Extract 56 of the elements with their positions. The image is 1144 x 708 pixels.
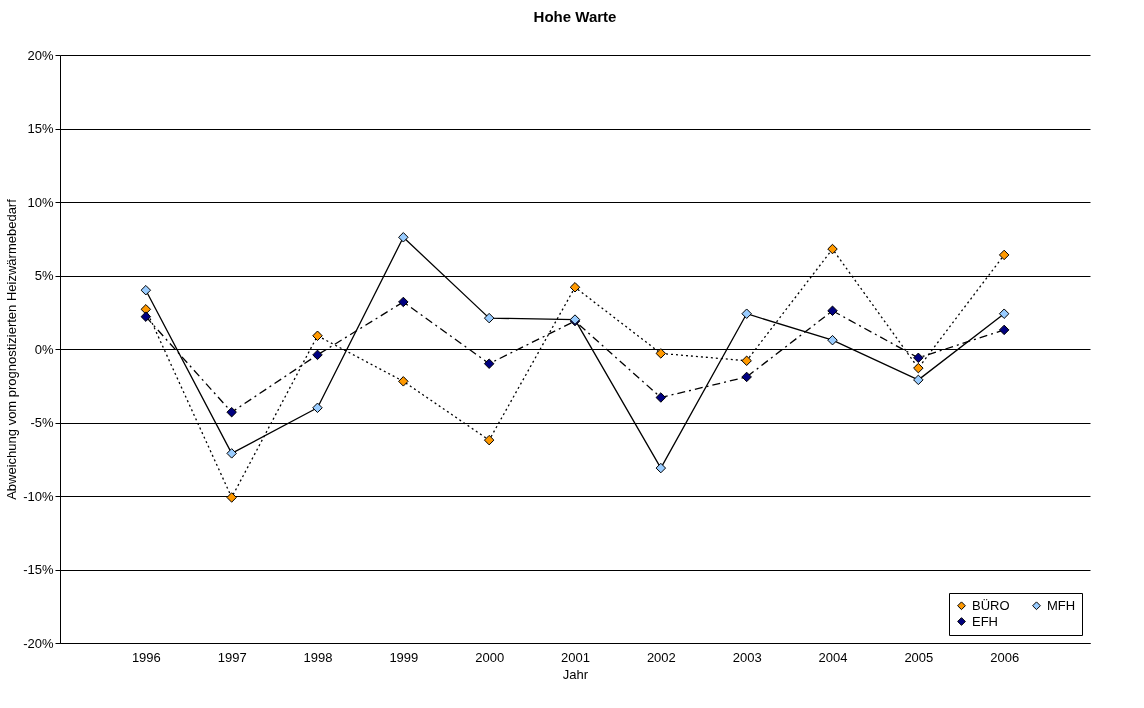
point: [913, 352, 924, 364]
point: [569, 282, 581, 293]
y-tick-label: -20%: [23, 635, 54, 651]
point: [398, 232, 409, 243]
point: [827, 243, 838, 255]
x-axis-title: Jahr: [562, 666, 589, 682]
point: [483, 312, 495, 324]
y-tick-label: -15%: [23, 562, 54, 577]
y-tick-label: 5%: [34, 268, 54, 283]
point: [655, 348, 667, 359]
point: [827, 334, 838, 346]
point: [483, 358, 495, 369]
x-tick-label: 1998: [303, 649, 333, 665]
x-tick-label: 2001: [561, 649, 590, 665]
y-tick-label: 10%: [27, 194, 54, 210]
y-tick-label: 15%: [27, 121, 54, 136]
x-tick-label: 1996: [131, 649, 161, 665]
y-tick-label: 20%: [27, 47, 54, 63]
legend-label: MFH: [1047, 597, 1076, 613]
point: [140, 311, 152, 322]
y-tick-label: -10%: [23, 488, 54, 504]
point: [913, 374, 924, 386]
point: [741, 371, 752, 383]
x-tick-label: 1997: [217, 649, 247, 665]
point: [741, 308, 752, 319]
point: [827, 305, 838, 317]
x-tick-label: 2000: [475, 649, 505, 665]
point: [312, 402, 323, 414]
x-tick-label: 2002: [646, 649, 676, 665]
point: [398, 296, 409, 308]
point: [741, 355, 752, 366]
point: [140, 284, 152, 296]
point: [655, 392, 667, 403]
point: [398, 376, 409, 387]
x-tick-label: 1999: [389, 649, 419, 665]
x-tick-label: 2006: [990, 649, 1020, 665]
point: [226, 492, 237, 503]
legend-label: EFH: [972, 613, 998, 629]
y-tick-label: 0%: [34, 341, 54, 357]
x-tick-label: 2004: [818, 649, 848, 665]
x-tick-label: 2005: [904, 649, 934, 665]
x-tick-label: 2003: [732, 649, 762, 665]
point: [913, 362, 924, 374]
point: [998, 308, 1010, 319]
point: [998, 249, 1010, 261]
point: [226, 406, 237, 418]
point: [312, 330, 323, 342]
chart-title: Hohe Warte: [533, 8, 617, 25]
y-tick-label: -5%: [30, 415, 54, 430]
y-axis-title: Abweichung vom prognostizierten Heizwärmebedarf: [4, 198, 20, 500]
point: [483, 434, 495, 446]
point: [998, 324, 1010, 336]
legend-label: BÜRO: [972, 597, 1010, 613]
point: [226, 448, 237, 459]
point: [312, 349, 323, 361]
point: [655, 462, 667, 474]
